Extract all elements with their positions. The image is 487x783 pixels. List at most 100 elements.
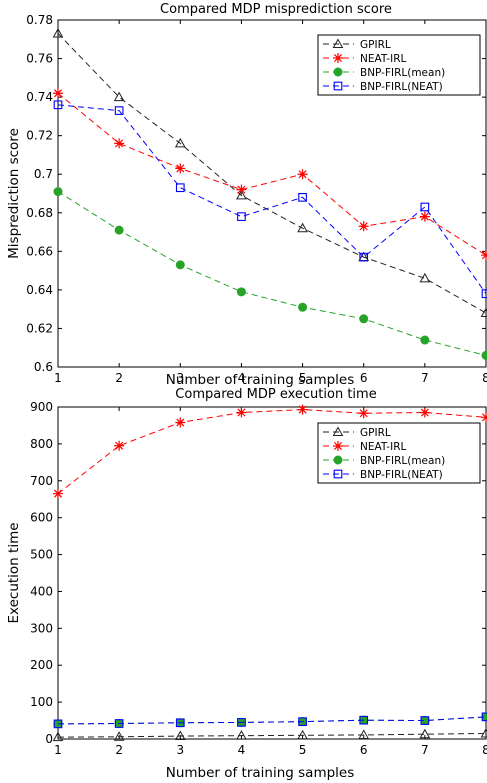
series-bnp-firl-mean- (53, 187, 487, 360)
y-tick-label: 0.72 (26, 129, 53, 143)
series-line (57, 191, 487, 356)
data-point (358, 729, 370, 739)
legend-entry: BNP-FIRL(NEAT) (323, 469, 443, 481)
chart-title: Compared MDP misprediction score (160, 2, 392, 17)
legend-marker (332, 38, 344, 48)
data-point (175, 718, 185, 728)
y-tick-label: 200 (30, 658, 53, 672)
x-tick-label: 1 (54, 371, 62, 385)
x-tick-label: 3 (176, 371, 184, 385)
data-point (419, 407, 430, 418)
data-point (114, 719, 124, 728)
chart-title: Compared MDP execution time (175, 387, 376, 402)
y-axis-label: Misprediction score (6, 128, 22, 259)
series-line (57, 33, 487, 314)
y-tick-label: 100 (30, 695, 53, 709)
data-point (236, 730, 247, 740)
legend-entry: NEAT-IRL (323, 441, 406, 453)
series-line (57, 716, 487, 725)
legend-marker (333, 81, 343, 91)
data-point (297, 169, 308, 180)
y-tick-label: 0.64 (26, 283, 53, 297)
series-line (57, 104, 487, 295)
data-point (53, 88, 63, 99)
data-point (298, 717, 307, 727)
legend-box (317, 34, 481, 96)
data-point (298, 193, 307, 202)
legend: GPIRL NEAT-IRL BNP-FIRL(mean) BNP-FIRL(NEAT… (317, 34, 481, 96)
legend-entry: BNP-FIRL(mean) (323, 67, 445, 79)
legend-entry: NEAT-IRL (323, 53, 406, 65)
data-point (297, 404, 308, 415)
data-point (174, 137, 186, 148)
data-point (114, 225, 124, 235)
data-point (175, 417, 186, 428)
chart-panel-2: Compared MDP execution time Number of tra… (6, 387, 487, 781)
x-tick-label: 7 (421, 371, 429, 385)
data-point (236, 184, 247, 195)
data-point (53, 488, 63, 499)
x-tick-label: 4 (238, 743, 246, 757)
series-bnp-firl-neat- (53, 100, 487, 299)
x-tick-label: 4 (238, 371, 246, 385)
x-tick-label: 3 (176, 743, 184, 757)
data-point (175, 163, 186, 174)
chart-panel-1: Compared MDP misprediction score Number o… (6, 2, 487, 388)
data-point (359, 715, 369, 725)
y-tick-label: 800 (30, 437, 53, 451)
series-gpirl (52, 727, 487, 742)
legend-entry: BNP-FIRL(mean) (323, 455, 445, 467)
legend-label: GPIRL (360, 39, 391, 51)
data-point (53, 100, 63, 110)
data-point (52, 27, 64, 38)
series-neat-irl (53, 88, 487, 261)
data-point (175, 260, 185, 270)
y-tick-label: 400 (30, 584, 53, 598)
data-point (114, 138, 125, 149)
series-gpirl (52, 27, 487, 318)
x-axis-label: Number of training samples (166, 372, 355, 388)
data-point (420, 716, 430, 725)
legend-label: BNP-FIRL(NEAT) (360, 469, 443, 481)
data-point (358, 408, 369, 419)
y-tick-label: 0.78 (26, 13, 53, 27)
x-tick-label: 8 (482, 743, 487, 757)
legend-entry: GPIRL (323, 38, 391, 51)
data-point (481, 250, 487, 261)
data-point (359, 252, 369, 262)
legend-label: BNP-FIRL(NEAT) (360, 81, 443, 93)
data-point (52, 731, 64, 742)
data-point (419, 728, 431, 739)
legend-label: GPIRL (360, 427, 391, 439)
y-tick-label: 0.66 (26, 244, 53, 258)
x-tick-label: 2 (115, 743, 123, 757)
data-point (236, 189, 247, 200)
data-point (480, 727, 487, 738)
y-tick-label: 0 (45, 732, 53, 746)
series-neat-irl (53, 404, 487, 499)
data-point (174, 730, 186, 741)
data-point (53, 719, 63, 729)
y-tick-label: 0.7 (34, 167, 53, 181)
legend-entry: GPIRL (323, 426, 391, 439)
series-bnp-firl-neat- (53, 712, 487, 729)
legend-label: BNP-FIRL(mean) (360, 67, 445, 79)
y-tick-label: 0.6 (34, 360, 53, 374)
data-point (481, 712, 487, 722)
x-tick-label: 6 (360, 371, 368, 385)
y-tick-label: 0.74 (26, 90, 53, 104)
legend-box (317, 422, 481, 484)
plot-area (57, 406, 487, 740)
x-tick-label: 6 (360, 743, 368, 757)
y-axis-label: Execution time (6, 522, 22, 623)
legend-label: BNP-FIRL(mean) (360, 455, 445, 467)
y-tick-label: 300 (30, 621, 53, 635)
legend-entry: BNP-FIRL(NEAT) (323, 81, 443, 93)
legend-marker (333, 67, 343, 77)
x-tick-label: 1 (54, 743, 62, 757)
series-line (57, 409, 487, 495)
data-point (114, 106, 124, 115)
data-point (113, 91, 125, 102)
data-point (113, 731, 125, 741)
